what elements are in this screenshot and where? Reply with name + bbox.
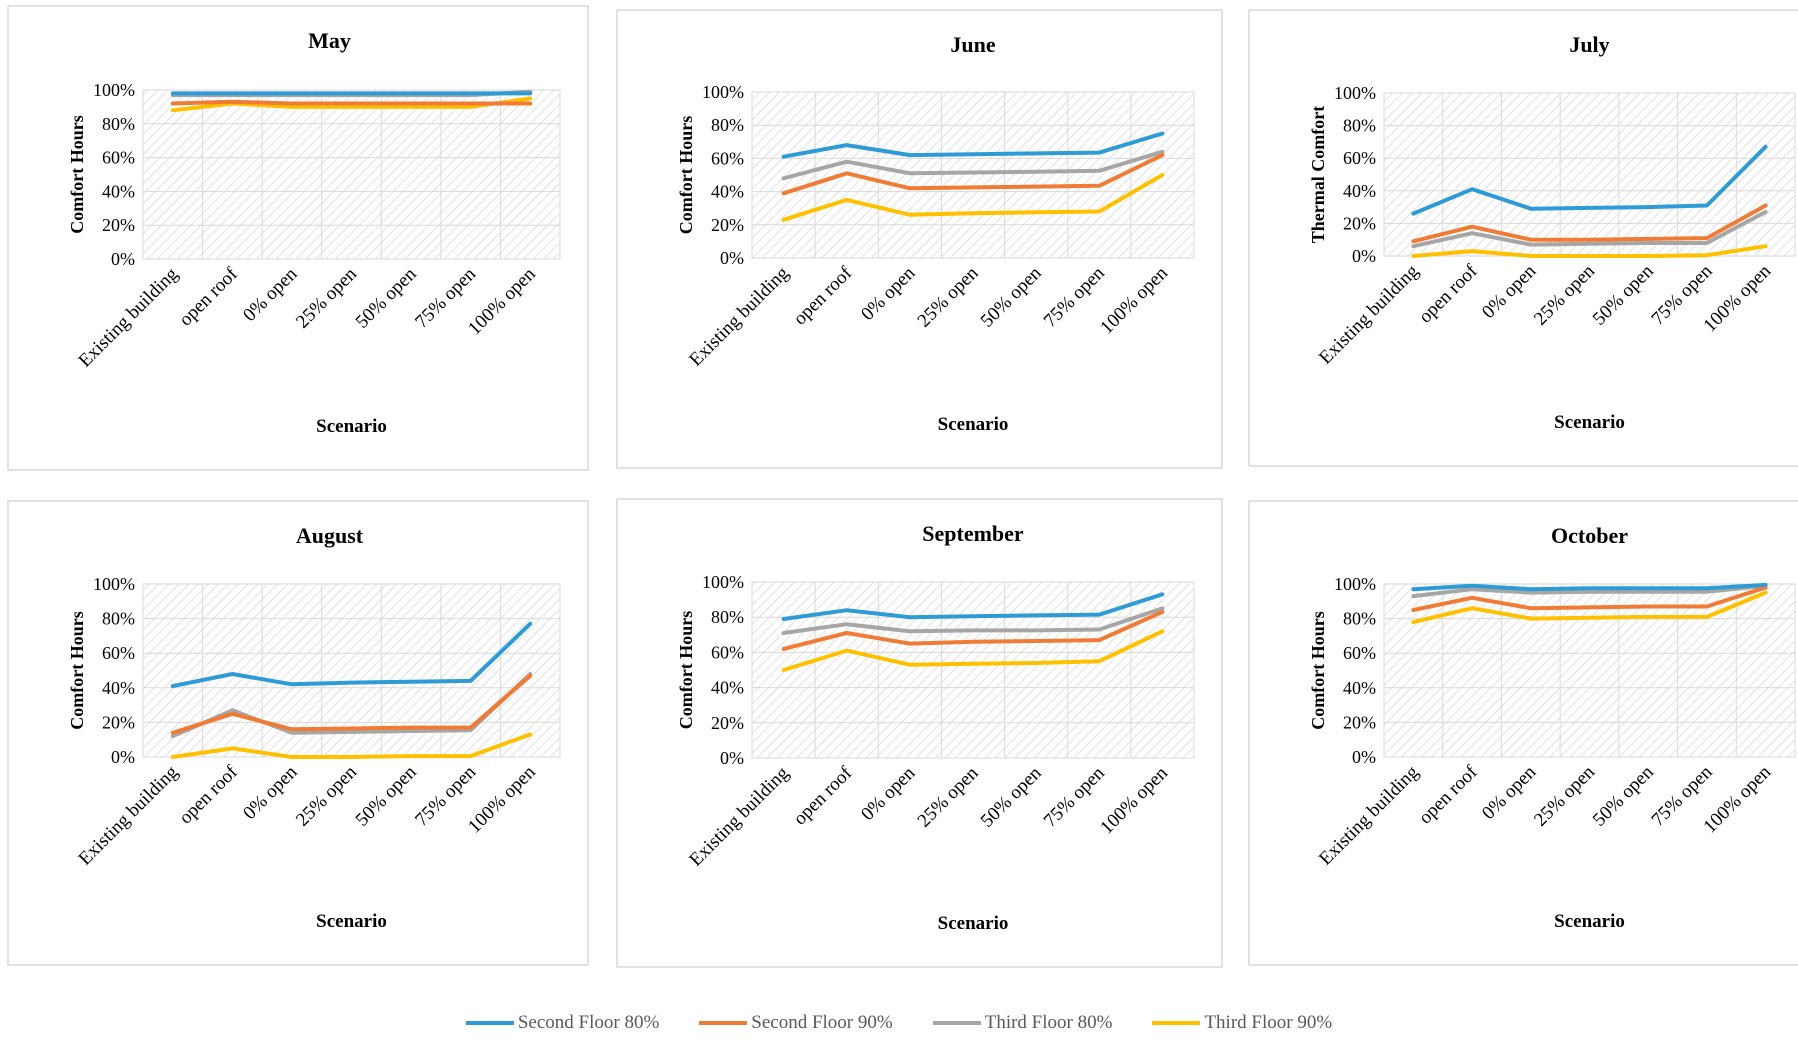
y-tick-label: 0%	[720, 248, 744, 268]
y-axis-label: Comfort Hours	[676, 116, 696, 234]
y-tick-label: 20%	[102, 215, 135, 235]
legend-item-second-floor-80: Second Floor 80%	[465, 1012, 660, 1034]
y-tick-label: 80%	[1343, 116, 1376, 136]
y-tick-label: 80%	[1343, 609, 1376, 629]
y-tick-label: 20%	[102, 712, 135, 732]
y-axis-label: Comfort Hours	[676, 611, 696, 729]
y-tick-label: 80%	[102, 609, 135, 629]
chart-legend: Second Floor 80% Second Floor 90% Third …	[0, 1006, 1798, 1040]
series-line-second-floor-80	[170, 621, 533, 689]
series-line-second-floor-80	[1411, 582, 1768, 592]
x-axis-label: Scenario	[1554, 911, 1625, 932]
series-line-second-floor-80	[781, 131, 1165, 159]
y-tick-label: 100%	[93, 80, 135, 100]
y-tick-label: 60%	[102, 148, 135, 168]
y-tick-label: 0%	[720, 748, 744, 768]
y-axis-label: Comfort Hours	[67, 115, 87, 233]
legend-label: Third Floor 90%	[1204, 1012, 1333, 1033]
y-tick-label: 20%	[1343, 712, 1376, 732]
series-line-second-floor-90	[1411, 585, 1768, 612]
legend-swatch	[932, 1021, 981, 1025]
series-line-second-floor-80	[1411, 144, 1768, 216]
series-line-second-floor-80	[781, 592, 1165, 621]
y-tick-label: 80%	[102, 114, 135, 134]
series-line-second-floor-90	[781, 153, 1165, 196]
y-tick-label: 80%	[711, 607, 744, 627]
y-tick-label: 100%	[702, 572, 744, 592]
chart-title: June	[950, 32, 995, 57]
series-line-third-floor-90	[1411, 244, 1768, 258]
chart-panel-may: 0%20%40%60%80%100%Existing buildingopen …	[7, 5, 589, 471]
chart-panel-june: 0%20%40%60%80%100%Existing buildingopen …	[616, 9, 1223, 469]
chart-title: October	[1551, 523, 1628, 548]
series-line-second-floor-90	[781, 609, 1165, 651]
x-axis-label: Scenario	[938, 913, 1009, 934]
chart-title: May	[308, 28, 351, 53]
legend-item-third-floor-90: Third Floor 90%	[1152, 1012, 1332, 1034]
series-line-third-floor-80	[781, 149, 1165, 181]
y-tick-label: 60%	[1343, 148, 1376, 168]
y-tick-label: 20%	[1343, 213, 1376, 233]
y-tick-label: 20%	[711, 713, 744, 733]
series-line-third-floor-90	[781, 629, 1165, 672]
y-tick-label: 0%	[1352, 246, 1376, 266]
y-tick-label: 0%	[111, 249, 135, 269]
legend-swatch	[465, 1021, 514, 1025]
y-tick-label: 40%	[1343, 181, 1376, 201]
series-line-third-floor-80	[1411, 583, 1768, 599]
y-tick-label: 60%	[711, 148, 744, 168]
series-line-third-floor-80	[170, 672, 533, 739]
plot-area	[1383, 583, 1796, 758]
chart-panel-september: 0%20%40%60%80%100%Existing buildingopen …	[616, 498, 1223, 968]
y-tick-label: 0%	[111, 747, 135, 767]
chart-title: September	[922, 521, 1024, 546]
legend-label: Third Floor 80%	[984, 1012, 1113, 1033]
y-tick-label: 100%	[93, 574, 135, 594]
legend-item-second-floor-90: Second Floor 90%	[699, 1012, 893, 1034]
y-tick-label: 40%	[102, 678, 135, 698]
y-tick-label: 100%	[1334, 574, 1376, 594]
x-axis-label: Scenario	[938, 414, 1009, 435]
y-tick-label: 60%	[1343, 643, 1376, 663]
plot-area	[751, 581, 1195, 759]
legend-label: Second Floor 80%	[517, 1012, 660, 1033]
y-tick-label: 100%	[702, 82, 744, 102]
legend-item-third-floor-80: Third Floor 80%	[932, 1012, 1113, 1034]
series-line-third-floor-90	[781, 173, 1165, 222]
y-tick-label: 60%	[711, 642, 744, 662]
chart-title: August	[296, 523, 364, 548]
series-line-second-floor-90	[1411, 203, 1768, 244]
series-line-third-floor-90	[170, 732, 533, 759]
y-tick-label: 0%	[1352, 747, 1376, 767]
y-tick-label: 100%	[1334, 83, 1376, 103]
legend-swatch	[1152, 1021, 1201, 1025]
series-line-third-floor-80	[1411, 210, 1768, 249]
series-line-second-floor-90	[170, 673, 533, 735]
series-line-third-floor-90	[1411, 590, 1768, 625]
y-tick-label: 80%	[711, 115, 744, 135]
chart-title: July	[1569, 32, 1609, 57]
plot-area	[142, 89, 561, 260]
chart-panel-august: 0%20%40%60%80%100%Existing buildingopen …	[7, 500, 589, 966]
legend-label: Second Floor 90%	[751, 1012, 893, 1033]
x-axis-label: Scenario	[1554, 412, 1625, 433]
y-axis-label: Thermal Comfort	[1308, 106, 1328, 243]
series-line-second-floor-90	[170, 99, 533, 106]
x-axis-label: Scenario	[316, 416, 387, 437]
x-axis-label: Scenario	[316, 911, 387, 932]
y-tick-label: 40%	[711, 678, 744, 698]
legend-swatch	[699, 1021, 748, 1025]
y-axis-label: Comfort Hours	[1308, 611, 1328, 729]
y-tick-label: 20%	[711, 215, 744, 235]
chart-panel-july: 0%20%40%60%80%100%Existing buildingopen …	[1248, 9, 1798, 467]
y-tick-label: 40%	[102, 181, 135, 201]
y-tick-label: 40%	[1343, 678, 1376, 698]
y-axis-label: Comfort Hours	[67, 611, 87, 729]
series-line-third-floor-80	[781, 606, 1165, 635]
chart-panel-october: 0%20%40%60%80%100%Existing buildingopen …	[1248, 500, 1798, 966]
plot-area	[751, 91, 1195, 259]
y-tick-label: 40%	[711, 182, 744, 202]
y-tick-label: 60%	[102, 643, 135, 663]
